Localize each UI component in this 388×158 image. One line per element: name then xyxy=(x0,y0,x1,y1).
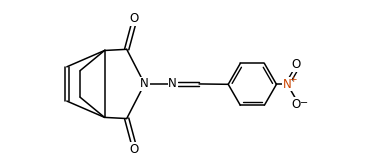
Text: O: O xyxy=(291,98,301,111)
Text: +: + xyxy=(289,75,296,84)
Text: N: N xyxy=(140,77,149,90)
Text: N: N xyxy=(168,77,177,90)
Text: O: O xyxy=(291,58,301,71)
Text: −: − xyxy=(300,98,308,108)
Text: O: O xyxy=(129,12,139,25)
Text: O: O xyxy=(129,143,139,156)
Text: N: N xyxy=(283,78,292,91)
